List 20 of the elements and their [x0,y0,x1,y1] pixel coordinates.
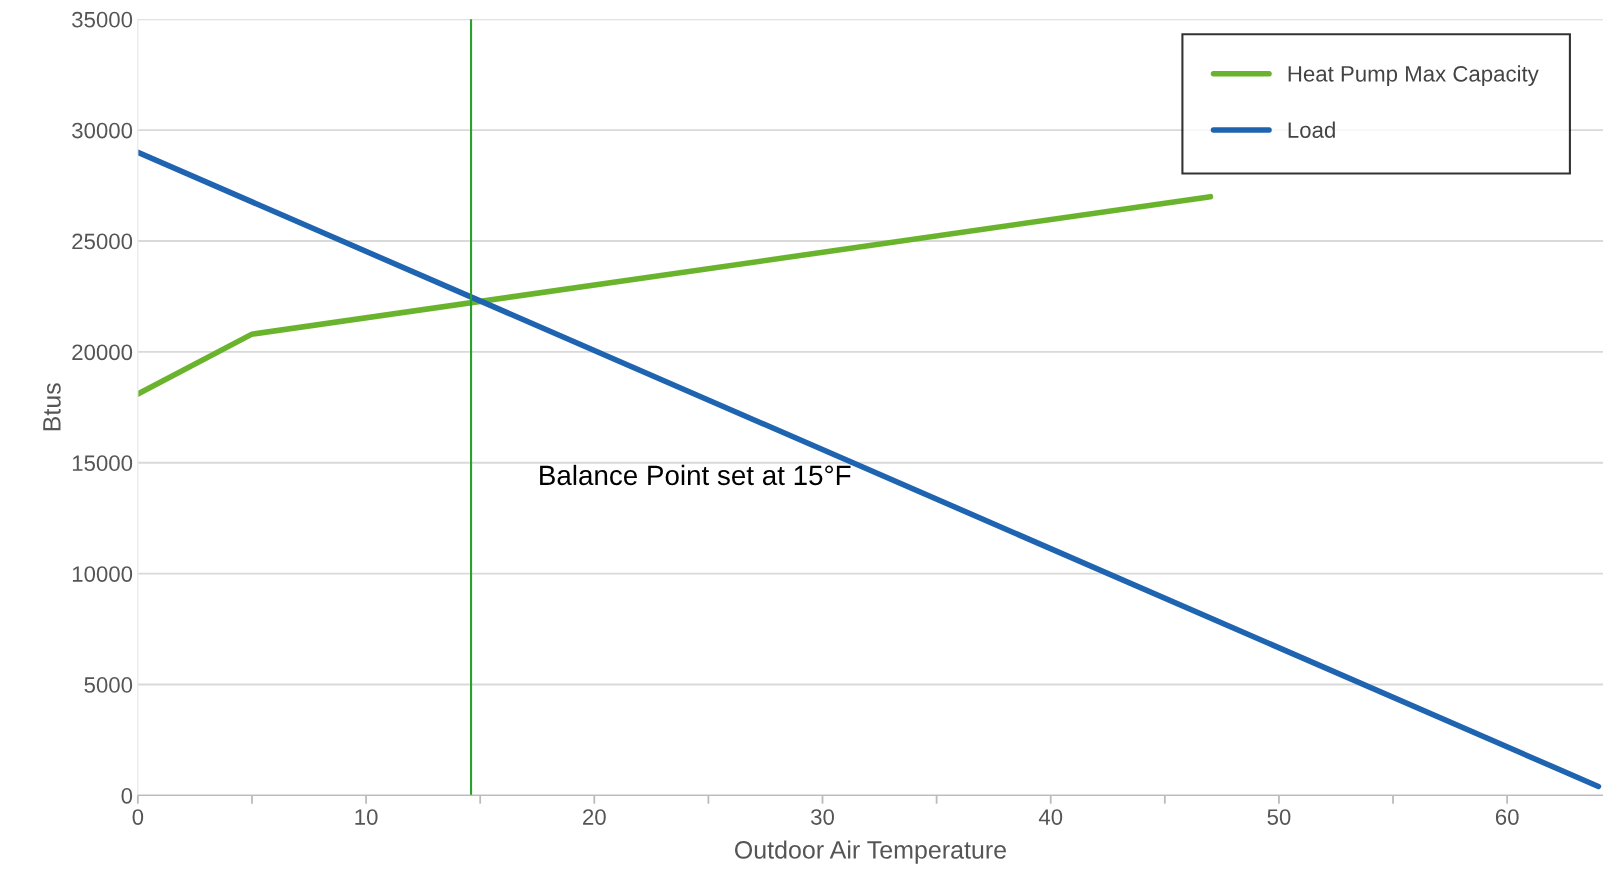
y-tick-label: 5000 [84,677,133,693]
x-tick-label: 30 [810,809,834,825]
x-tick-label: 20 [583,809,606,825]
x-tick-label: 0 [132,809,144,825]
y-tick-label: 10000 [72,566,133,582]
y-tick-label: 35000 [72,11,133,28]
x-tick-label: 60 [1495,809,1519,825]
x-tick-label: 40 [1038,809,1063,825]
y-tick-label: 30000 [72,122,133,139]
y-tick-label: 15000 [72,455,133,472]
x-tick-label: 50 [1267,809,1291,825]
y-tick-label: 20000 [72,344,133,361]
y-tick-label: 25000 [72,233,133,250]
annotation: Balance Point set at 15°F [540,464,851,486]
x-axis-title: Outdoor Air Temperature [734,840,1006,864]
legend-label: Load [1288,121,1335,138]
y-tick-label: 0 [121,787,133,804]
legend-label: Heat Pump Max Capacity [1288,65,1539,87]
x-tick-label: 10 [355,809,378,825]
y-axis-title: Btus [43,383,61,431]
